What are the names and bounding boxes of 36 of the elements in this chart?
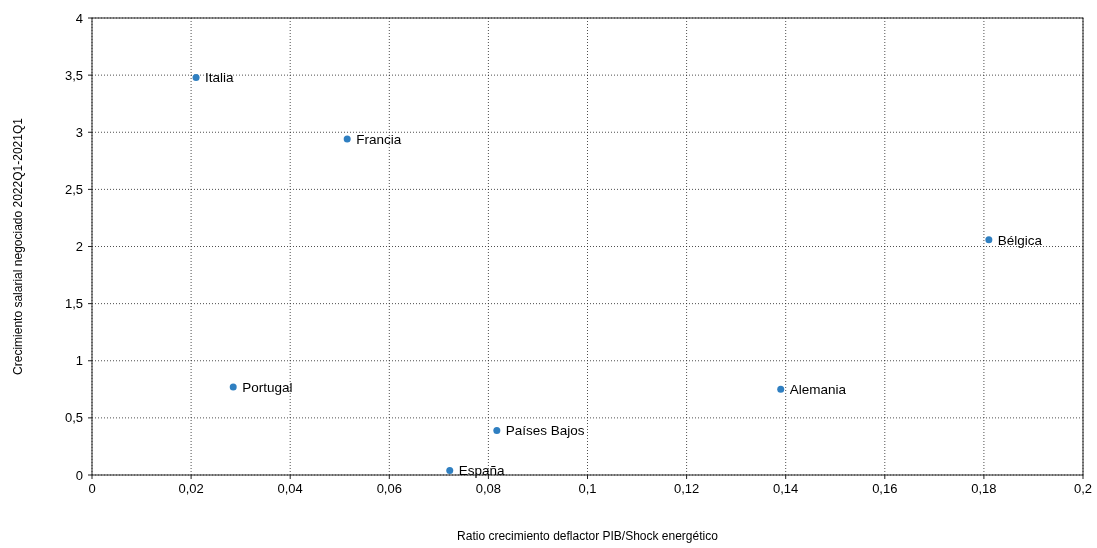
x-axis-title: Ratio crecimiento deflactor PIB/Shock energético — [457, 529, 719, 543]
y-tick-label: 0,5 — [64, 410, 83, 426]
x-tick-label: 0 — [88, 481, 96, 496]
x-tick-label: 0,16 — [872, 481, 898, 496]
x-tick-label: 0,04 — [277, 481, 303, 496]
point — [985, 236, 993, 244]
y-tick-label: 0 — [75, 467, 83, 483]
annotation: Italia — [205, 70, 235, 86]
annotation: Bélgica — [997, 232, 1043, 248]
annotation: Países Bajos — [505, 423, 585, 439]
x-tick-label: 0,14 — [773, 481, 799, 496]
point — [229, 383, 237, 391]
annotation: España — [458, 463, 506, 479]
point — [493, 426, 501, 434]
y-tick-label: 1 — [75, 353, 83, 369]
x-tick-label: 0,12 — [673, 481, 700, 496]
y-tick-label: 1,5 — [64, 296, 83, 312]
y-tick-label: 2 — [75, 239, 83, 254]
x-tick-label: 0,06 — [376, 481, 402, 496]
x-tick-label: 0,2 — [1073, 481, 1093, 496]
annotation: Alemania — [789, 382, 847, 398]
point — [446, 466, 454, 474]
point — [343, 135, 351, 143]
x-tick-label: 0,18 — [971, 481, 997, 496]
x-tick-label: 0,08 — [475, 481, 502, 496]
y-tick-label: 3 — [75, 124, 83, 140]
y-tick-label: 4 — [75, 10, 83, 26]
annotation: Francia — [356, 132, 402, 148]
y-tick-label: 3,5 — [64, 67, 83, 83]
y-tick-label: 2,5 — [64, 181, 83, 197]
y-axis-title: Crecimiento salarial negociado 2022Q1-2021Q1 — [11, 117, 25, 375]
annotation: Portugal — [242, 380, 293, 396]
x-tick-label: 0,02 — [178, 481, 204, 496]
x-tick-label: 0,1 — [578, 481, 597, 496]
point — [192, 73, 200, 81]
point — [777, 385, 785, 393]
